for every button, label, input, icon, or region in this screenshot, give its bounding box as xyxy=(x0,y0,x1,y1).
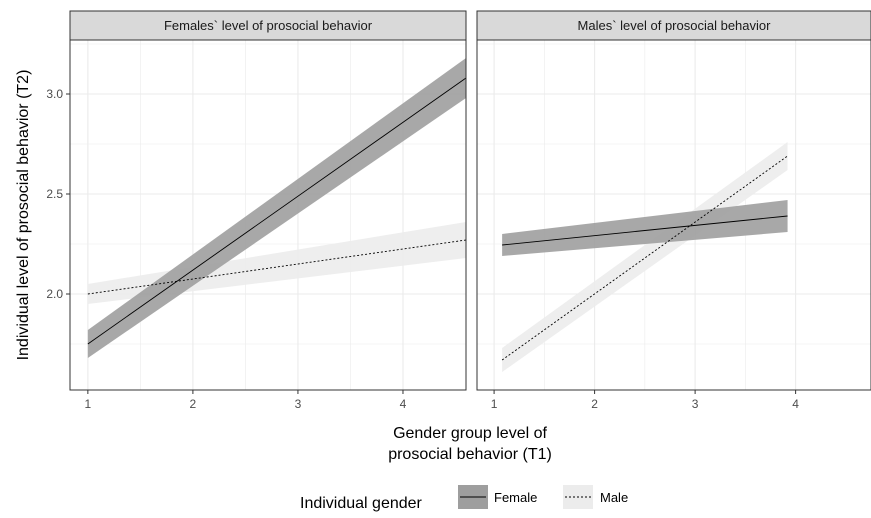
x-tick-label: 2 xyxy=(190,397,197,411)
y-tick-label: 2.0 xyxy=(46,287,63,301)
x-tick-label: 4 xyxy=(792,397,799,411)
x-axis-title-line-2: prosocial behavior (T1) xyxy=(388,446,552,463)
facet-strip xyxy=(476,10,871,41)
fit-line-male xyxy=(501,155,788,361)
y-tick-label: 2.5 xyxy=(46,187,63,201)
x-tick-label: 3 xyxy=(692,397,699,411)
legend-label-female: Female xyxy=(494,490,537,505)
x-tick-label: 2 xyxy=(591,397,598,411)
confidence-band-male xyxy=(502,142,788,372)
facet-strip-label: Females` level of prosocial behavior xyxy=(164,18,373,33)
legend-label-male: Male xyxy=(600,490,628,505)
x-tick-label: 3 xyxy=(295,397,302,411)
confidence-band-female xyxy=(502,200,788,256)
x-axis-title-line-1: Gender group level of xyxy=(393,425,547,442)
x-tick-label: 1 xyxy=(491,397,498,411)
x-tick-label: 1 xyxy=(85,397,92,411)
facet-strip-label: Males` level of prosocial behavior xyxy=(578,18,772,33)
fit-line-female xyxy=(502,215,788,246)
panel-1: Females` level of prosocial behavior 1 2 3 4 xyxy=(69,10,467,411)
confidence-band-female xyxy=(87,58,467,358)
y-tick-label: 3.0 xyxy=(46,87,63,101)
legend: Individual gender Female Male xyxy=(300,485,628,512)
facet-strip xyxy=(69,10,467,41)
fit-line-female xyxy=(87,77,467,345)
legend-title: Individual gender xyxy=(300,495,423,512)
panel-2: Males` level of prosocial behavior 1 2 3 4 xyxy=(476,10,871,411)
x-tick-label: 4 xyxy=(400,397,407,411)
y-axis-title: Individual level of prosocial behavior (… xyxy=(15,70,32,361)
